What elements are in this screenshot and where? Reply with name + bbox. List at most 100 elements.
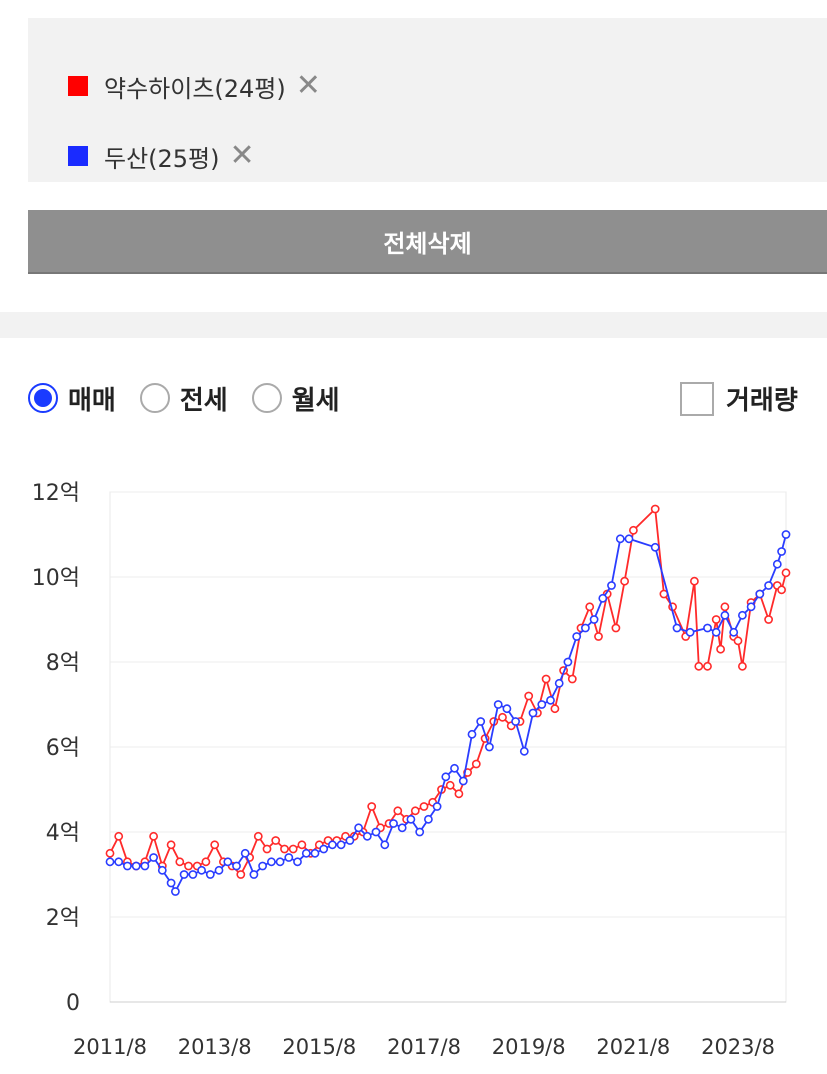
- radio-jeonse[interactable]: 전세: [139, 380, 228, 417]
- data-point: [149, 853, 158, 862]
- volume-checkbox[interactable]: 거래량: [680, 380, 798, 417]
- data-point: [266, 857, 276, 867]
- data-point: [179, 870, 189, 879]
- data-point: [572, 632, 582, 641]
- data-point: [188, 870, 198, 879]
- data-point: [755, 589, 765, 599]
- data-point: [567, 674, 577, 684]
- data-point: [149, 831, 158, 841]
- data-point: [197, 865, 206, 875]
- radio-empty-icon: [251, 383, 282, 413]
- data-point: [528, 708, 538, 718]
- data-point: [650, 504, 660, 514]
- data-point: [445, 780, 455, 790]
- data-point: [493, 700, 503, 709]
- data-point: [410, 806, 420, 816]
- data-point: [546, 695, 555, 705]
- data-point: [594, 632, 603, 641]
- data-point: [205, 870, 215, 879]
- price-line-chart: 0 2억 4억 6억 8억 10억 12억 2011/8 2013/8 2015/8 2017/8 2…: [32, 481, 791, 1059]
- data-point: [711, 615, 721, 624]
- legend-item-2: 두산(25평) ✕: [68, 136, 255, 176]
- data-point: [275, 857, 285, 867]
- data-point: [620, 576, 629, 586]
- x-tick-label: 2017/8: [387, 1035, 461, 1059]
- data-point: [711, 627, 721, 637]
- data-point: [389, 819, 398, 828]
- data-point: [371, 827, 381, 837]
- data-point: [214, 865, 224, 875]
- data-point: [685, 627, 695, 637]
- data-point: [354, 823, 363, 833]
- compare-legend-panel: 약수하이츠(24평) ✕ 두산(25평) ✕: [28, 18, 827, 182]
- legend-label-1: 약수하이츠(24평): [104, 74, 286, 103]
- data-point: [310, 848, 320, 858]
- blue-square-icon: [68, 146, 88, 166]
- data-point: [650, 542, 660, 552]
- data-point: [223, 857, 233, 867]
- data-point: [550, 704, 560, 714]
- data-point: [293, 857, 302, 867]
- data-point: [406, 814, 416, 824]
- data-point: [738, 610, 747, 620]
- legend-item-1: 약수하이츠(24평) ✕: [68, 66, 321, 106]
- data-point: [432, 802, 442, 811]
- data-point: [764, 581, 773, 590]
- x-tick-label: 2015/8: [282, 1035, 356, 1059]
- data-point: [467, 729, 477, 739]
- data-point: [175, 857, 185, 867]
- data-point: [720, 602, 730, 612]
- data-point: [258, 861, 267, 871]
- data-point: [184, 861, 193, 871]
- data-point: [345, 836, 355, 845]
- data-point: [581, 623, 590, 633]
- data-point: [419, 802, 429, 811]
- checkbox-icon: [680, 381, 714, 416]
- data-point: [624, 534, 634, 544]
- radio-sale-label: 매매: [68, 385, 116, 416]
- data-point: [131, 861, 141, 871]
- data-point: [249, 870, 259, 879]
- radio-sale[interactable]: 매매: [28, 380, 116, 417]
- data-point: [236, 870, 246, 879]
- data-point: [672, 623, 682, 633]
- legend-label-2: 두산(25평): [104, 144, 220, 173]
- data-point: [716, 644, 725, 654]
- data-point: [589, 615, 599, 624]
- data-point: [288, 844, 298, 854]
- data-point: [690, 576, 699, 586]
- radio-monthly[interactable]: 월세: [251, 380, 340, 417]
- data-point: [362, 831, 372, 841]
- data-point: [733, 636, 743, 646]
- data-point: [271, 836, 281, 845]
- data-point: [327, 840, 337, 850]
- data-point: [764, 615, 773, 624]
- data-point: [297, 840, 307, 850]
- data-point: [729, 627, 739, 637]
- close-icon[interactable]: ✕: [295, 68, 321, 103]
- data-point: [423, 814, 433, 824]
- data-point: [210, 840, 220, 850]
- data-point: [598, 593, 608, 603]
- data-point: [441, 772, 451, 782]
- data-point: [301, 848, 311, 858]
- y-tick-label: 12억: [32, 481, 80, 506]
- data-point: [694, 661, 704, 671]
- data-point: [471, 759, 481, 769]
- y-tick-label: 2억: [46, 906, 80, 931]
- data-point: [585, 602, 595, 612]
- data-point: [777, 547, 786, 556]
- delete-all-button[interactable]: 전체삭제: [28, 210, 827, 274]
- data-point: [380, 840, 390, 850]
- data-point: [498, 712, 507, 722]
- data-point: [262, 844, 272, 854]
- data-point: [166, 878, 176, 888]
- volume-label: 거래량: [726, 386, 798, 416]
- close-icon[interactable]: ✕: [229, 138, 255, 173]
- data-point: [781, 530, 791, 539]
- data-point: [703, 661, 712, 671]
- data-point: [476, 717, 486, 726]
- y-tick-label: 6억: [46, 736, 80, 761]
- data-point: [105, 848, 115, 858]
- radio-monthly-label: 월세: [291, 385, 340, 416]
